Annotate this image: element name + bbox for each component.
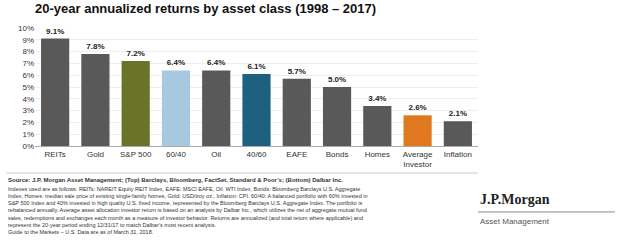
- svg-text:9%: 9%: [22, 36, 34, 45]
- svg-text:Gold: Gold: [87, 150, 104, 159]
- svg-text:7.2%: 7.2%: [127, 49, 145, 58]
- svg-text:2.1%: 2.1%: [449, 109, 467, 118]
- svg-text:9.1%: 9.1%: [46, 27, 64, 36]
- svg-text:10%: 10%: [18, 24, 34, 33]
- svg-text:6.1%: 6.1%: [247, 62, 265, 71]
- svg-text:2%: 2%: [22, 118, 34, 127]
- svg-text:2.6%: 2.6%: [408, 103, 426, 112]
- svg-text:J.P.Morgan: J.P.Morgan: [480, 192, 550, 207]
- svg-text:1%: 1%: [22, 130, 34, 139]
- svg-text:Indexes used are as follows: R: Indexes used are as follows: REITs: NARE…: [8, 186, 368, 235]
- svg-text:Inflation: Inflation: [444, 150, 472, 159]
- svg-text:20-year annualized returns by: 20-year annualized returns by asset clas…: [35, 1, 376, 16]
- svg-text:AverageInvestor: AverageInvestor: [403, 150, 433, 169]
- svg-text:5.0%: 5.0%: [328, 75, 346, 84]
- svg-text:5.7%: 5.7%: [288, 67, 306, 76]
- svg-text:3%: 3%: [22, 106, 34, 115]
- svg-text:REITs: REITs: [44, 150, 65, 159]
- svg-text:Oil: Oil: [211, 150, 221, 159]
- svg-text:7%: 7%: [22, 59, 34, 68]
- svg-text:Homes: Homes: [365, 150, 390, 159]
- svg-text:6%: 6%: [22, 71, 34, 80]
- svg-text:S&P 500: S&P 500: [120, 150, 152, 159]
- svg-text:Source: J.P. Morgan Asset Mana: Source: J.P. Morgan Asset Management; (T…: [8, 177, 343, 183]
- svg-text:6.4%: 6.4%: [207, 58, 225, 67]
- svg-text:60/40: 60/40: [166, 150, 187, 159]
- svg-text:0%: 0%: [22, 142, 34, 151]
- svg-text:4%: 4%: [22, 95, 34, 104]
- svg-text:Bonds: Bonds: [326, 150, 349, 159]
- svg-text:Asset Management: Asset Management: [480, 217, 550, 226]
- svg-text:6.4%: 6.4%: [167, 58, 185, 67]
- svg-text:EAFE: EAFE: [286, 150, 307, 159]
- svg-text:7.8%: 7.8%: [86, 42, 104, 51]
- svg-text:8%: 8%: [22, 47, 34, 56]
- svg-text:3.4%: 3.4%: [368, 94, 386, 103]
- svg-text:5%: 5%: [22, 83, 34, 92]
- svg-text:40/60: 40/60: [246, 150, 267, 159]
